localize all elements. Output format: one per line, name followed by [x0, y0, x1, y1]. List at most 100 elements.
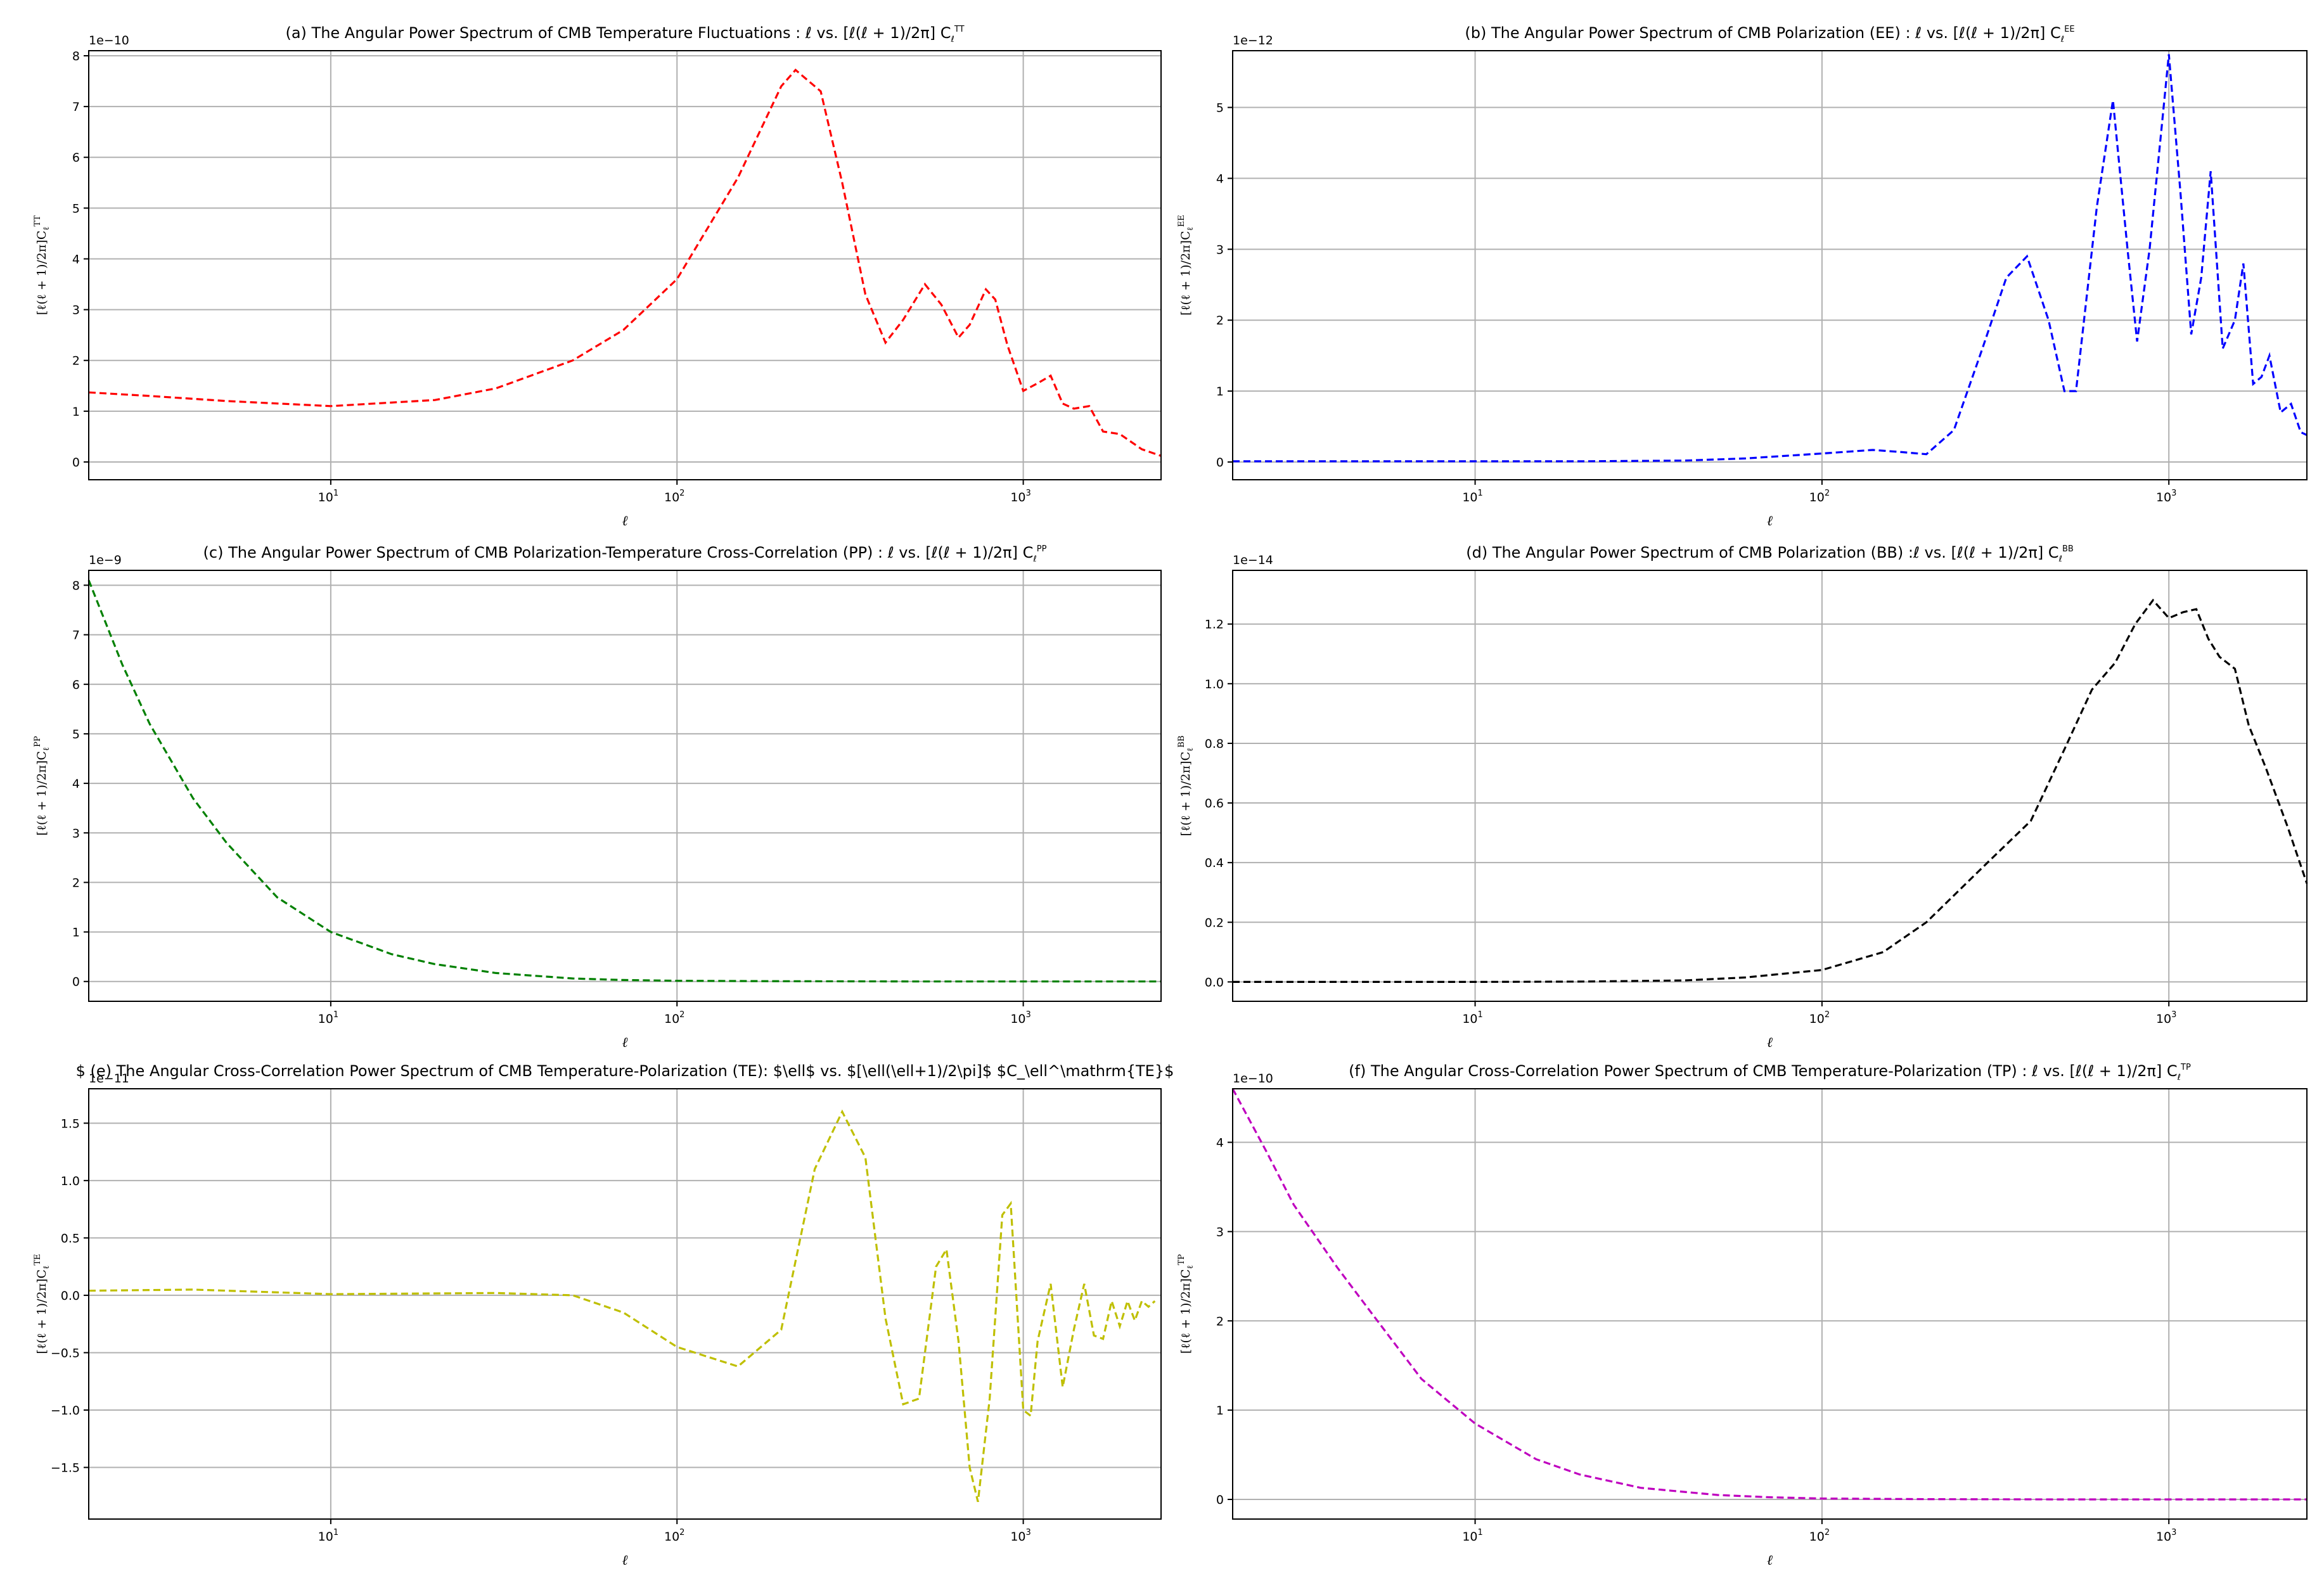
x-tick-label: 102 [1809, 489, 1830, 504]
axes-frame [1232, 50, 2308, 480]
y-tick-label: 7 [72, 100, 80, 114]
x-tick-label: 101 [318, 489, 338, 504]
x-tick-label: 101 [318, 1010, 338, 1026]
x-tick-label: 103 [2156, 1010, 2176, 1026]
x-tick-label: 102 [1809, 1010, 1830, 1026]
y-offset-text: 1e−11 [89, 1072, 129, 1086]
axes-frame [1232, 1088, 2308, 1520]
x-tick-label: 102 [664, 489, 684, 504]
y-tick-label: 3 [1216, 1225, 1224, 1239]
y-tick-label: 5 [72, 728, 80, 741]
series-line-f [1231, 1088, 2307, 1501]
y-tick-label: 1.5 [61, 1117, 80, 1131]
y-tick-label: −0.5 [51, 1346, 80, 1360]
y-tick-label: 1 [1216, 1404, 1224, 1418]
axes-frame [88, 570, 1162, 1002]
panel-f: 101 102 103 0 1 2 3 4 1e−10 (f) The Angular Cross… [1177, 1062, 2308, 1568]
x-tick-label: 102 [664, 1528, 684, 1544]
y-tick-label: 0.5 [61, 1231, 80, 1245]
y-tick-label: 2 [1216, 1314, 1224, 1328]
panel-title: (f) The Angular Cross-Correlation Power … [1349, 1062, 2191, 1082]
series-line-c [87, 580, 1161, 983]
y-axis-label: [ℓ(ℓ + 1)/2π]CℓBB [1177, 736, 1195, 837]
x-axis-label: ℓ [1767, 1035, 1773, 1051]
y-tick-label: 2 [1216, 314, 1224, 328]
x-tick-label: 101 [318, 1528, 338, 1544]
y-tick-label: 8 [72, 49, 80, 63]
y-tick-label: 1.0 [61, 1174, 80, 1188]
y-tick-label: 2 [72, 876, 80, 890]
x-tick-label: 101 [1462, 1528, 1482, 1544]
x-tick-label: 102 [1809, 1528, 1830, 1544]
x-tick-label: 103 [1010, 1010, 1030, 1026]
y-tick-label: 3 [1216, 243, 1224, 257]
x-axis-label: ℓ [1767, 1553, 1773, 1568]
y-offset-text: 1e−10 [89, 34, 129, 48]
y-tick-label: −1.5 [51, 1461, 80, 1475]
panel-c: 101 102 103 0 1 2 3 4 5 6 7 8 1e−9 (c) The Angular Po… [33, 544, 1162, 1051]
y-tick-label: 7 [72, 629, 80, 643]
y-offset-text: 1e−14 [1233, 553, 1273, 567]
y-tick-label: 0 [72, 456, 80, 470]
y-tick-label: 1 [72, 926, 80, 940]
y-tick-label: 0.2 [1205, 916, 1224, 930]
y-tick-label: 0 [72, 975, 80, 989]
y-tick-label: 0 [1216, 1493, 1224, 1507]
y-tick-label: 4 [72, 777, 80, 791]
axes-frame [1232, 570, 2308, 1002]
x-tick-label: 103 [2156, 1528, 2176, 1544]
y-offset-text: 1e−10 [1233, 1072, 1273, 1086]
y-tick-label: 5 [1216, 101, 1224, 115]
panel-title: (a) The Angular Power Spectrum of CMB Te… [285, 24, 964, 44]
x-axis-label: ℓ [622, 1553, 628, 1568]
y-tick-label: 6 [72, 151, 80, 165]
y-tick-label: 0.6 [1205, 797, 1224, 811]
y-axis-label: [ℓ(ℓ + 1)/2π]CℓEE [1177, 215, 1195, 316]
panel-title: (c) The Angular Power Spectrum of CMB Po… [203, 544, 1047, 564]
y-tick-label: 1.0 [1205, 677, 1224, 691]
series-line-d [1233, 598, 2308, 983]
y-axis-label: [ℓ(ℓ + 1)/2π]CℓTP [1177, 1254, 1195, 1354]
axes-frame [88, 1088, 1162, 1520]
series-line-a [88, 68, 1162, 457]
y-axis-label: [ℓ(ℓ + 1)/2π]CℓTT [33, 215, 51, 316]
y-tick-label: 1 [1216, 385, 1224, 399]
x-tick-label: 101 [1462, 489, 1482, 504]
y-tick-label: 3 [72, 826, 80, 840]
y-axis-label: [ℓ(ℓ + 1)/2π]CℓPP [33, 736, 51, 835]
x-tick-label: 103 [1010, 489, 1030, 504]
y-tick-label: 3 [72, 304, 80, 318]
panel-b: 101 102 103 0 1 2 3 4 5 1e−12 (b) The Angular Powe… [1177, 24, 2308, 529]
x-tick-label: 103 [1010, 1528, 1030, 1544]
panel-title: (d) The Angular Power Spectrum of CMB Po… [1466, 544, 2074, 564]
panel-title: $ (e) The Angular Cross-Correlation Powe… [76, 1062, 1174, 1080]
panel-a: 101 102 103 0 1 2 3 4 5 6 7 8 1e−10 (a) The Angular P… [33, 24, 1162, 529]
y-offset-text: 1e−9 [89, 553, 122, 567]
y-tick-label: 2 [72, 354, 80, 368]
y-tick-label: 6 [72, 678, 80, 692]
y-tick-label: 0 [1216, 456, 1224, 470]
y-tick-label: 1 [72, 405, 80, 419]
panel-title: (b) The Angular Power Spectrum of CMB Po… [1465, 24, 2074, 44]
y-tick-label: 8 [72, 579, 80, 593]
y-tick-label: 1.2 [1205, 618, 1224, 632]
x-tick-label: 101 [1462, 1010, 1482, 1026]
panel-d: 101 102 103 0.0 0.2 0.4 0.6 0.8 1.0 1.2 1e−14 (d) T… [1177, 544, 2308, 1051]
x-tick-label: 102 [664, 1010, 684, 1026]
x-axis-label: ℓ [622, 513, 628, 529]
x-tick-label: 103 [2156, 489, 2176, 504]
series-line-e [88, 1109, 1156, 1503]
x-axis-label: ℓ [1767, 513, 1773, 529]
y-tick-label: 4 [1216, 1136, 1224, 1150]
y-tick-label: 5 [72, 202, 80, 215]
y-tick-label: 0.4 [1205, 856, 1224, 870]
y-offset-text: 1e−12 [1233, 34, 1273, 48]
y-tick-label: 0.0 [1205, 975, 1224, 989]
panel-e: 101 102 103 −1.5 −1.0 −0.5 0.0 0.5 1.0 1.5 1e−11$ … [33, 1062, 1174, 1568]
y-tick-label: 0.0 [61, 1289, 80, 1303]
y-tick-label: 0.8 [1205, 737, 1224, 751]
y-tick-label: 4 [1216, 172, 1224, 186]
axes-frame [88, 50, 1162, 480]
y-tick-label: 4 [72, 252, 80, 266]
